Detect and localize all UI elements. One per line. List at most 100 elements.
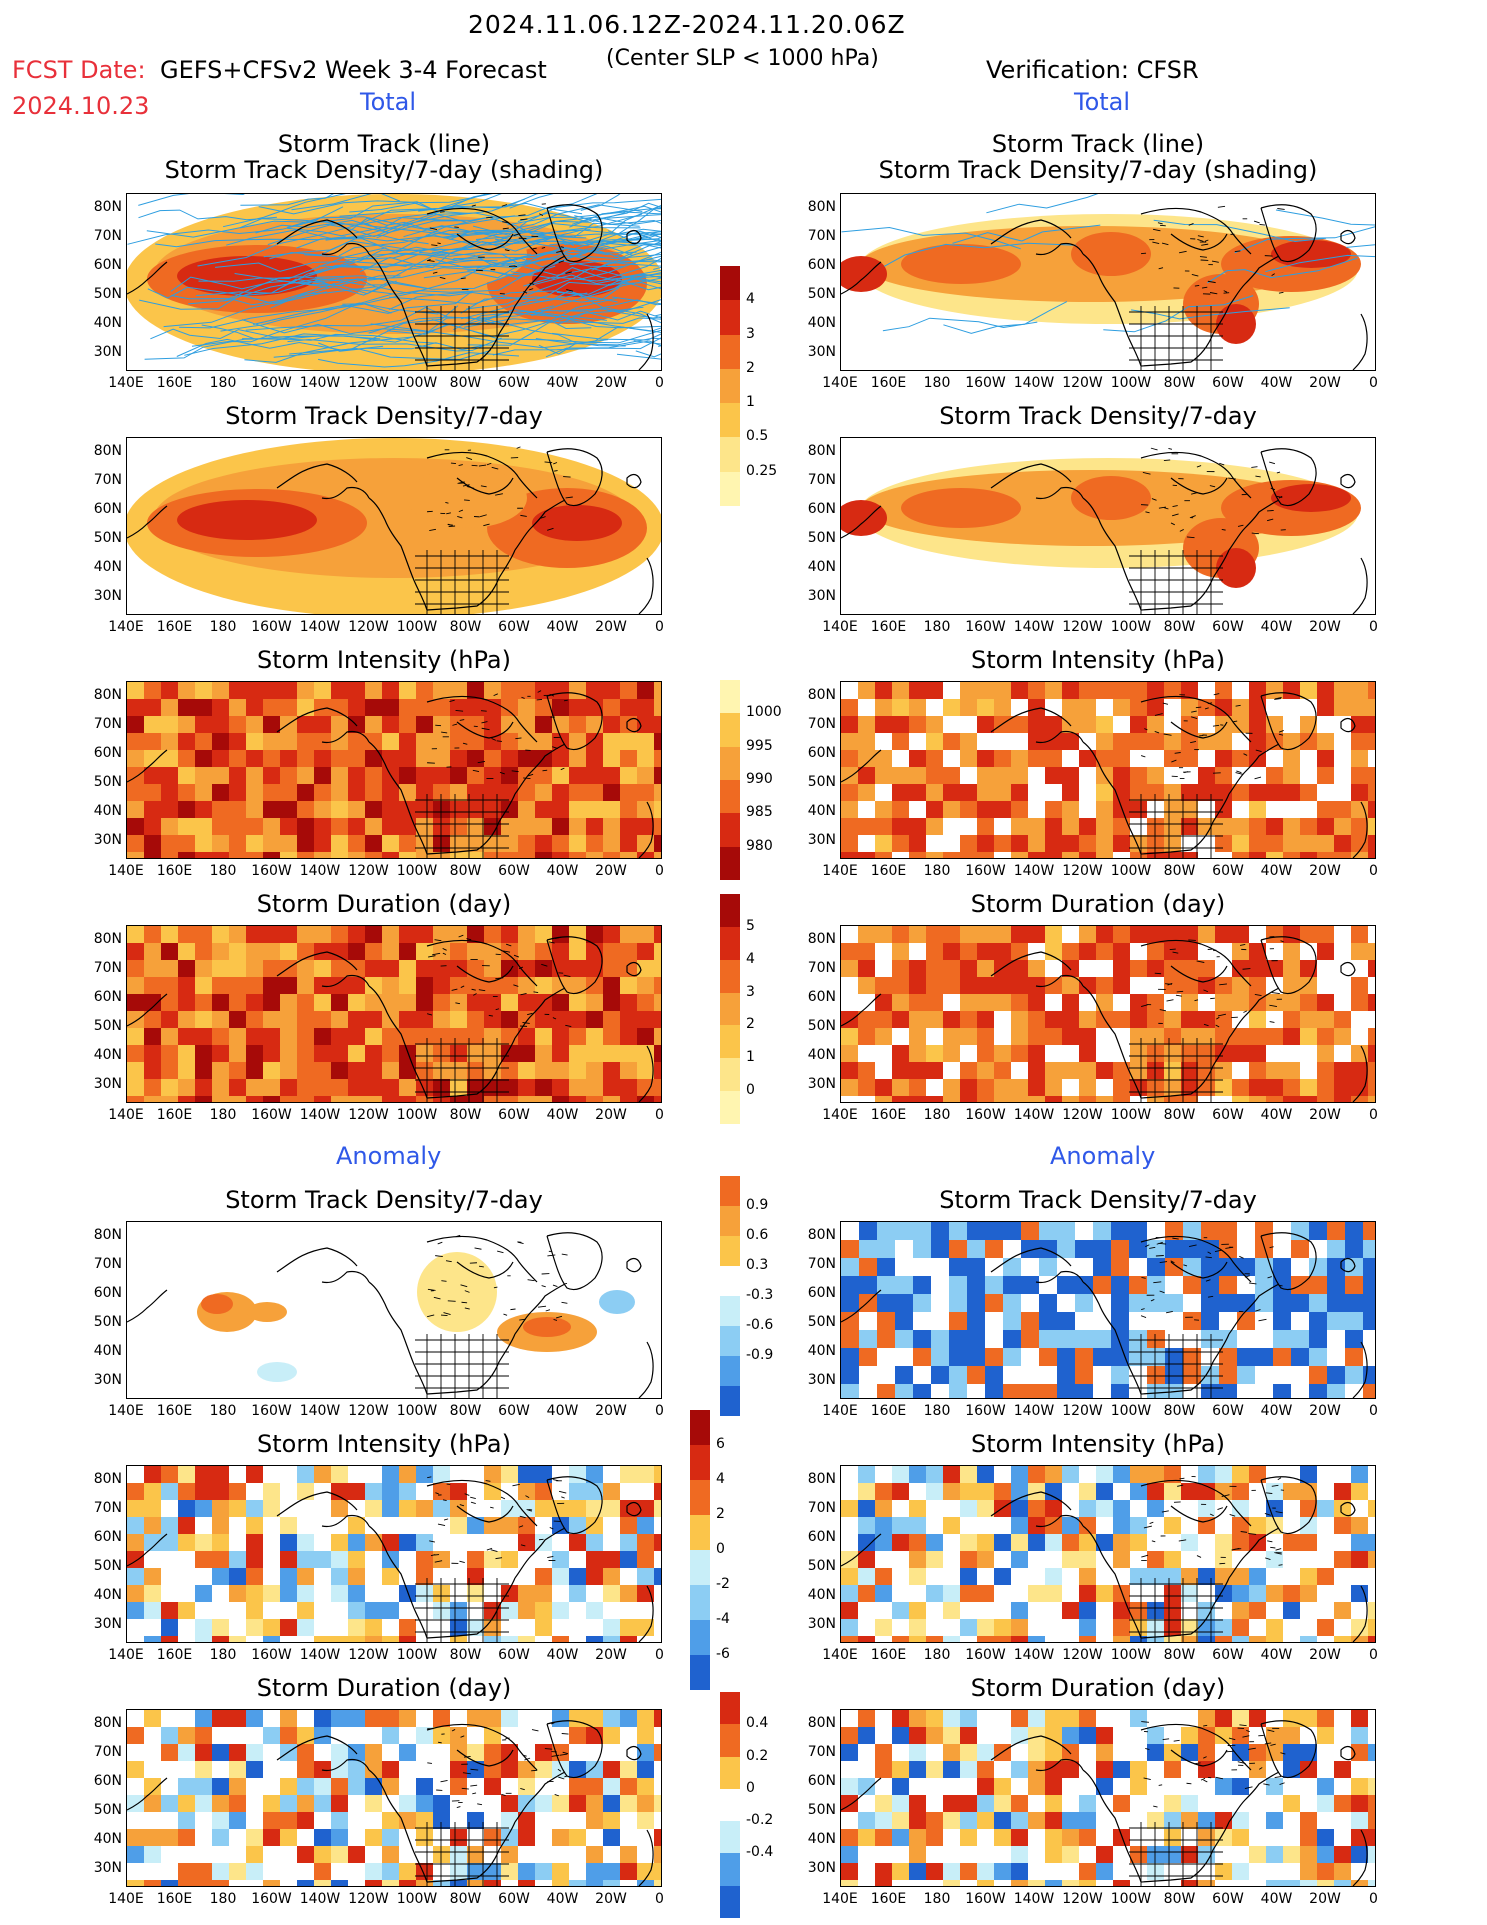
grid-cell	[1147, 943, 1164, 960]
grid-cell	[960, 852, 977, 858]
coastline-fragment	[491, 466, 499, 470]
grid-cell	[433, 1846, 450, 1863]
grid-cell	[977, 699, 994, 716]
grid-cell	[1198, 926, 1215, 943]
grid-cell	[1201, 1366, 1219, 1384]
grid-cell	[909, 1829, 926, 1846]
grid-cell	[637, 1880, 654, 1886]
grid-cell	[1062, 801, 1079, 818]
grid-cell	[297, 699, 314, 716]
grid-cell	[348, 1551, 365, 1568]
grid-cell	[926, 1483, 943, 1500]
grid-cell	[297, 1619, 314, 1636]
grid-cell	[365, 1045, 382, 1062]
grid-cell	[1130, 1028, 1147, 1045]
grid-cell	[1317, 1880, 1334, 1886]
grid-cell	[1028, 1727, 1045, 1744]
colorbar-segment	[720, 1386, 740, 1416]
grid-cell	[382, 926, 399, 943]
coastline	[1035, 1514, 1084, 1528]
grid-cell	[399, 1619, 416, 1636]
grid-cell	[450, 1636, 467, 1642]
grid-cell	[931, 1222, 949, 1240]
grid-cell	[1011, 1602, 1028, 1619]
grid-cell	[263, 1011, 280, 1028]
grid-cell	[1249, 1846, 1266, 1863]
grid-cell	[484, 1466, 501, 1483]
grid-cell	[433, 1585, 450, 1602]
coastline-fragment	[541, 963, 548, 967]
lat-tick-label: 50N	[93, 530, 122, 546]
lon-tick-label: 0	[655, 619, 664, 635]
grid-cell	[892, 1079, 909, 1096]
grid-cell	[399, 1045, 416, 1062]
grid-cell	[1164, 1795, 1181, 1812]
grid-cell	[1300, 784, 1317, 801]
grid-cell	[1062, 1011, 1079, 1028]
grid-cell	[569, 699, 586, 716]
grid-cell	[841, 1619, 858, 1636]
coastline	[990, 1491, 1072, 1517]
grid-cell	[433, 852, 450, 858]
coastline-fragment	[1165, 983, 1172, 985]
lat-tick-label: 80N	[93, 1471, 122, 1487]
grid-cell	[1075, 1366, 1093, 1384]
grid-cell	[518, 1045, 535, 1062]
grid-cell	[1283, 977, 1300, 994]
grid-cell	[1351, 1727, 1368, 1744]
coastline-fragment	[466, 938, 472, 941]
grid-cell	[467, 699, 484, 716]
grid-cell	[365, 1761, 382, 1778]
grid-cell	[127, 1829, 144, 1846]
grid-cell	[416, 852, 433, 858]
grid-cell	[858, 943, 875, 960]
grid-cell	[909, 852, 926, 858]
storm-track-line	[443, 222, 640, 239]
grid-cell	[229, 1028, 246, 1045]
grid-cell	[909, 1619, 926, 1636]
grid-cell	[161, 1744, 178, 1761]
colorbar-label: 985	[746, 804, 773, 821]
lon-tick-label: 180	[923, 1107, 951, 1123]
colorbar-label: -0.6	[746, 1317, 774, 1333]
grid-cell	[1011, 1028, 1028, 1045]
lon-tick-label: 160E	[870, 1647, 907, 1663]
lat-tick-label: 40N	[93, 1343, 122, 1359]
grid-cell	[909, 1636, 926, 1642]
grid-cell	[314, 1863, 331, 1880]
grid-cell	[382, 818, 399, 835]
grid-cell	[280, 1710, 297, 1727]
grid-cell	[552, 835, 569, 852]
coastline-fragment	[429, 227, 438, 231]
grid-cell	[178, 1096, 195, 1102]
grid-cell	[314, 1829, 331, 1846]
grid-cell	[949, 1366, 967, 1384]
grid-cell	[1028, 852, 1045, 858]
grid-cell	[484, 1062, 501, 1079]
grid-cell	[943, 1602, 960, 1619]
grid-cell	[1183, 1348, 1201, 1366]
grid-cell	[603, 1096, 620, 1102]
grid-cell	[960, 1028, 977, 1045]
grid-cell	[127, 926, 144, 943]
grid-cell	[637, 1727, 654, 1744]
cfsr-track-density-track-map	[840, 193, 1376, 371]
grid-cell	[1045, 1846, 1062, 1863]
lon-tick-label: 120W	[1062, 1647, 1103, 1663]
grid-cell	[1181, 716, 1198, 733]
grid-cell	[484, 1028, 501, 1045]
grid-cell	[178, 852, 195, 858]
storm-track-line	[144, 335, 322, 360]
coastline	[841, 749, 882, 783]
grid-cell	[1130, 960, 1147, 977]
grid-cell	[1181, 926, 1198, 943]
lon-tick-label: 60W	[498, 1403, 530, 1419]
grid-cell	[331, 977, 348, 994]
coastline-fragment	[459, 1504, 465, 1507]
coastline-fragment	[1278, 1284, 1283, 1287]
grid-cell	[229, 1863, 246, 1880]
storm-track-line	[556, 279, 661, 295]
grid-cell	[467, 1846, 484, 1863]
map-canvas	[127, 1466, 661, 1642]
grid-cell	[1215, 1534, 1232, 1551]
